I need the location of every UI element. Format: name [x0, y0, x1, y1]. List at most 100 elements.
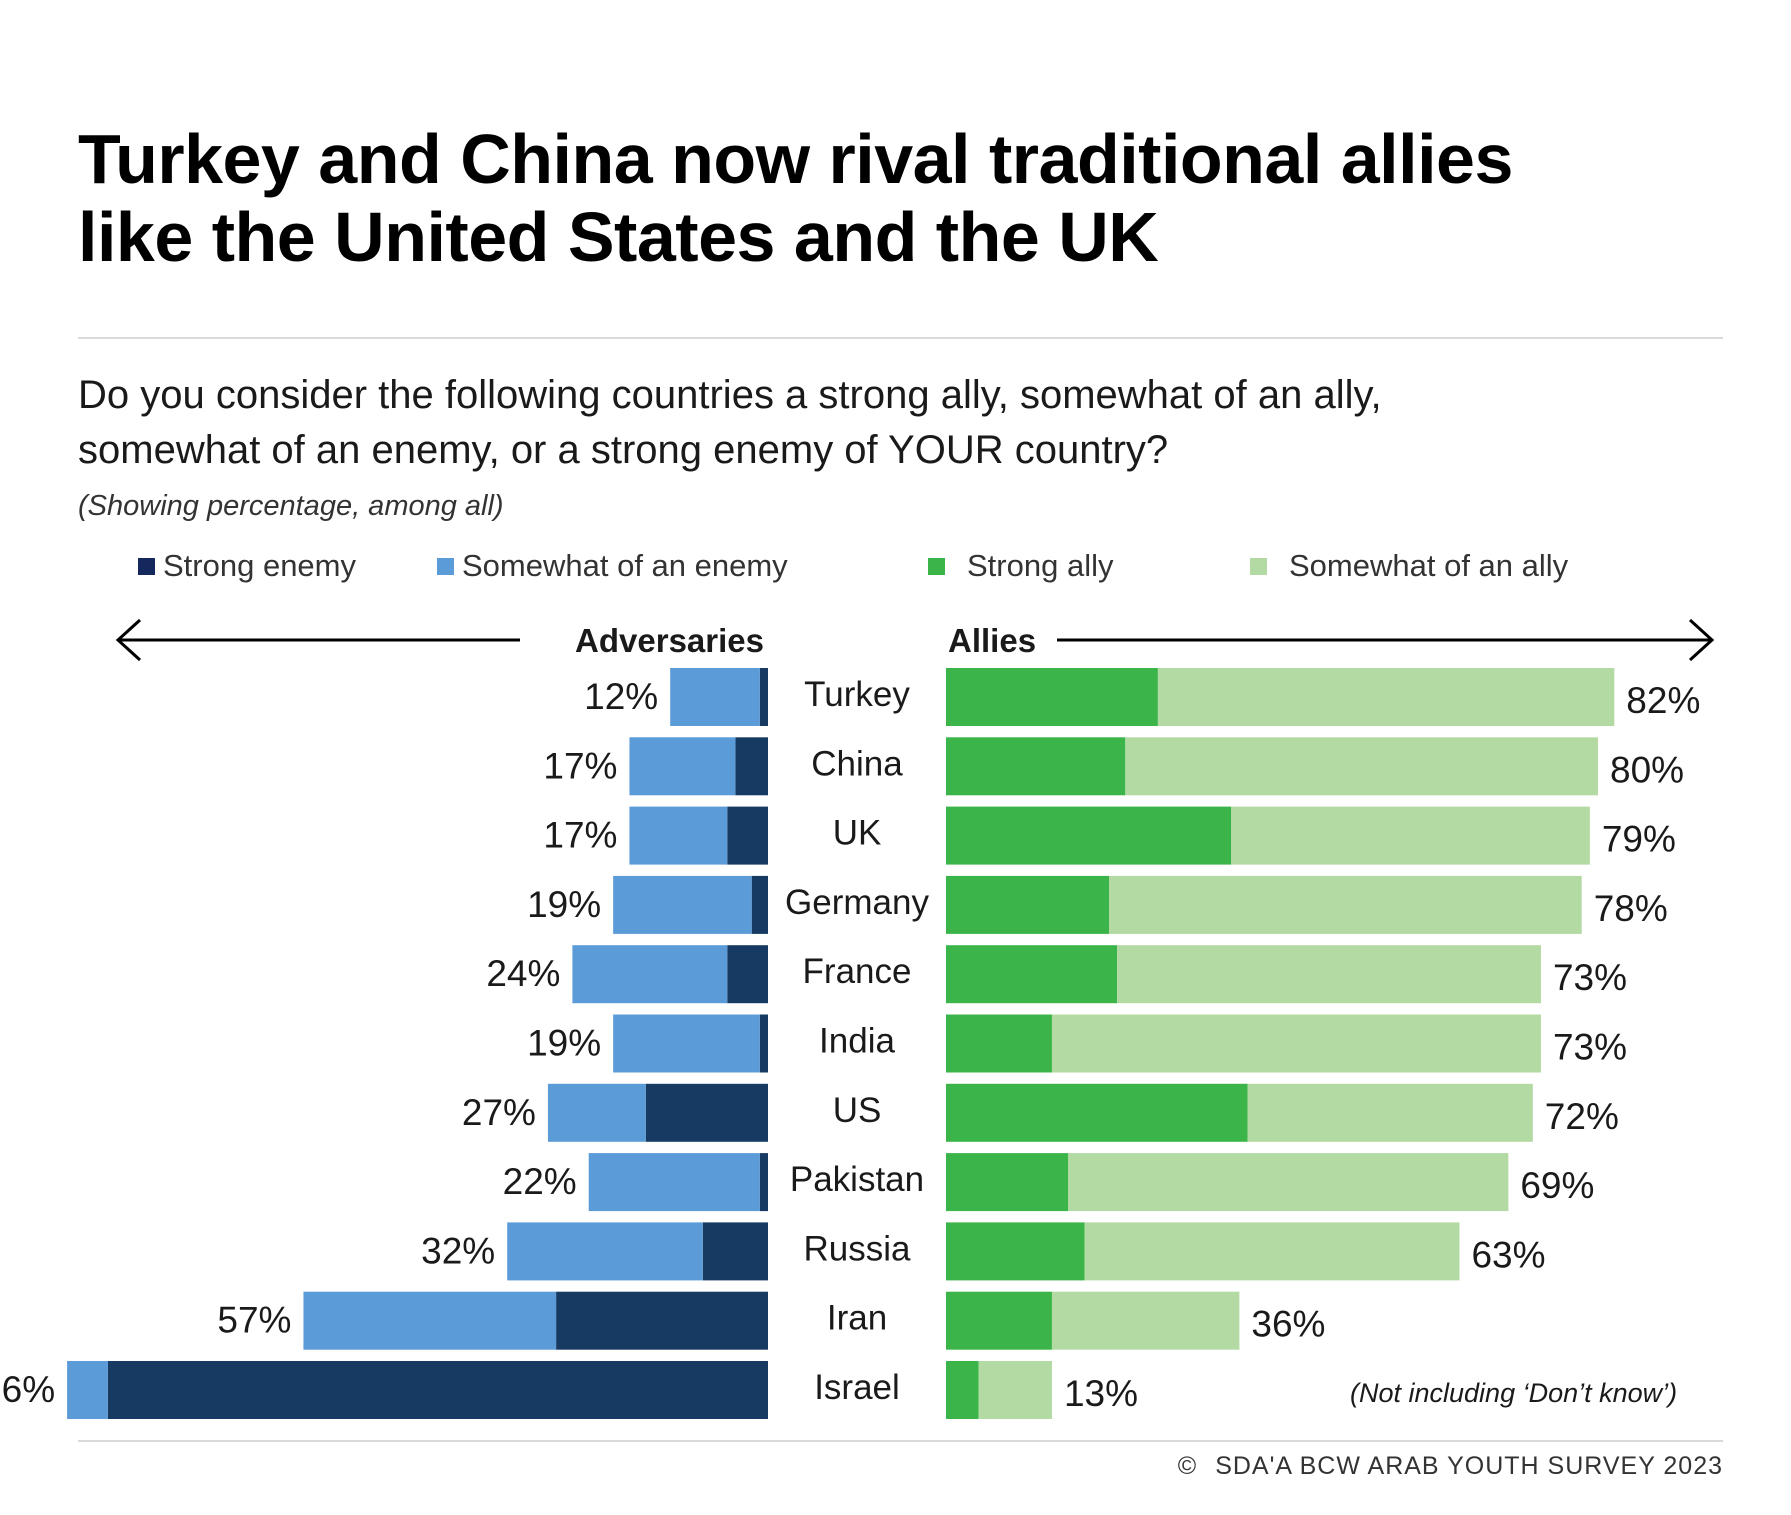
allies-total-pakistan: 69% [1520, 1165, 1594, 1206]
bars-group: 12% Turkey 82% 17% China 80% 17% UK 79% 19% German… [0, 668, 1700, 1419]
bar-strong-ally-germany [946, 875, 1109, 934]
chart-title-line-1: Turkey and China now rival traditional a… [78, 120, 1513, 198]
adversaries-total-us: 27% [462, 1092, 536, 1133]
bar-strong-enemy-us [645, 1083, 768, 1142]
legend-item-strong-ally: Strong ally [928, 548, 1113, 584]
left-arrowhead-icon [115, 618, 142, 662]
bar-somewhat-enemy-us [547, 1083, 646, 1142]
legend-label-strong-ally: Strong ally [967, 548, 1114, 583]
bar-somewhat-ally-turkey [1157, 668, 1615, 726]
bar-somewhat-enemy-china [629, 737, 736, 796]
survey-question-line-2: somewhat of an enemy, or a strong enemy … [78, 428, 1169, 472]
source-credit: © SDA'A BCW ARAB YOUTH SURVEY 2023 [1178, 1452, 1723, 1481]
bar-strong-enemy-uk [727, 806, 768, 865]
country-label-pakistan: Pakistan [790, 1160, 924, 1199]
bar-somewhat-ally-france [1117, 945, 1541, 1004]
adversaries-total-india: 19% [527, 1023, 601, 1064]
bar-strong-enemy-france [727, 945, 768, 1004]
country-label-turkey: Turkey [804, 675, 910, 714]
source-text: SDA'A BCW ARAB YOUTH SURVEY 2023 [1215, 1452, 1723, 1480]
bar-strong-enemy-india [759, 1014, 768, 1073]
country-label-iran: Iran [827, 1299, 887, 1338]
bar-somewhat-enemy-pakistan [588, 1153, 760, 1212]
bar-somewhat-ally-pakistan [1068, 1153, 1509, 1212]
bar-somewhat-enemy-germany [613, 875, 752, 934]
bar-strong-enemy-iran [556, 1291, 768, 1350]
legend-label-strong-enemy: Strong enemy [163, 548, 356, 583]
country-label-india: India [819, 1022, 895, 1061]
bar-somewhat-ally-germany [1109, 875, 1582, 934]
allies-total-india: 73% [1553, 1027, 1627, 1068]
legend-swatch-somewhat-enemy [437, 557, 454, 575]
copyright-icon: © [1177, 1452, 1198, 1480]
bar-somewhat-enemy-turkey [670, 668, 760, 726]
survey-question: Do you consider the following countries … [78, 368, 1718, 478]
allies-total-us: 72% [1545, 1096, 1619, 1137]
survey-question-line-1: Do you consider the following countries … [78, 373, 1382, 417]
bar-somewhat-ally-uk [1231, 806, 1590, 865]
bar-strong-ally-uk [946, 806, 1232, 865]
allies-total-china: 80% [1610, 749, 1684, 790]
country-label-china: China [811, 744, 903, 783]
bar-somewhat-ally-israel [978, 1361, 1052, 1419]
allies-total-turkey: 82% [1626, 680, 1700, 721]
legend-swatch-strong-enemy [138, 557, 155, 575]
bar-somewhat-ally-russia [1084, 1222, 1460, 1281]
adversaries-total-china: 17% [543, 745, 617, 786]
bar-somewhat-ally-iran [1051, 1291, 1240, 1350]
country-label-germany: Germany [785, 883, 929, 922]
bar-somewhat-ally-china [1125, 737, 1598, 796]
top-divider [78, 337, 1723, 339]
allies-total-israel: 13% [1064, 1373, 1138, 1414]
adversaries-total-france: 24% [486, 953, 560, 994]
bar-strong-enemy-israel [107, 1361, 769, 1419]
bar-somewhat-enemy-iran [303, 1291, 557, 1350]
adversaries-total-turkey: 12% [584, 676, 658, 717]
bar-strong-ally-pakistan [946, 1153, 1069, 1212]
legend-label-somewhat-ally: Somewhat of an ally [1289, 548, 1569, 583]
adversaries-total-pakistan: 22% [503, 1161, 577, 1202]
bar-strong-ally-israel [946, 1361, 979, 1419]
adversaries-total-germany: 19% [527, 884, 601, 925]
allies-total-uk: 79% [1602, 819, 1676, 860]
legend-swatch-somewhat-ally [1250, 557, 1267, 575]
bar-strong-enemy-turkey [759, 668, 768, 726]
country-label-russia: Russia [804, 1229, 912, 1268]
legend: Strong enemy Somewhat of an enemy Strong… [0, 548, 1791, 588]
allies-label: Allies [948, 622, 1036, 659]
adversaries-total-iran: 57% [217, 1300, 291, 1341]
diverging-bar-chart: Adversaries Allies 12% Turkey 82% 17% China 8… [0, 618, 1715, 1419]
bar-strong-enemy-germany [751, 875, 768, 934]
country-label-uk: UK [833, 814, 882, 853]
country-label-israel: Israel [814, 1368, 900, 1407]
country-label-us: US [833, 1091, 882, 1130]
bar-somewhat-enemy-france [572, 945, 728, 1004]
bar-strong-ally-france [946, 945, 1118, 1004]
legend-item-strong-enemy: Strong enemy [138, 548, 356, 584]
bar-somewhat-enemy-israel [67, 1361, 108, 1419]
bottom-divider [78, 1440, 1723, 1442]
allies-total-russia: 63% [1471, 1234, 1545, 1275]
bar-strong-ally-iran [946, 1291, 1052, 1350]
allies-total-germany: 78% [1594, 888, 1668, 929]
bar-somewhat-enemy-india [613, 1014, 760, 1073]
bar-strong-ally-us [946, 1083, 1248, 1142]
bar-somewhat-enemy-russia [507, 1222, 703, 1281]
bar-strong-ally-india [946, 1014, 1052, 1073]
bar-strong-enemy-russia [702, 1222, 768, 1281]
bar-strong-enemy-china [735, 737, 768, 796]
base-note: (Showing percentage, among all) [78, 490, 504, 522]
bar-somewhat-enemy-uk [629, 806, 728, 865]
bar-strong-enemy-pakistan [759, 1153, 768, 1212]
direction-arrows [115, 618, 1715, 662]
dont-know-note: (Not including ‘Don’t know’) [1350, 1378, 1678, 1408]
bar-somewhat-ally-us [1247, 1083, 1533, 1142]
bar-strong-ally-russia [946, 1222, 1085, 1281]
allies-total-iran: 36% [1251, 1304, 1325, 1345]
bar-somewhat-ally-india [1051, 1014, 1541, 1073]
legend-item-somewhat-ally: Somewhat of an ally [1250, 548, 1568, 584]
adversaries-label: Adversaries [575, 622, 764, 659]
bar-strong-ally-china [946, 737, 1126, 796]
bar-strong-ally-turkey [946, 668, 1158, 726]
adversaries-total-uk: 17% [543, 815, 617, 856]
